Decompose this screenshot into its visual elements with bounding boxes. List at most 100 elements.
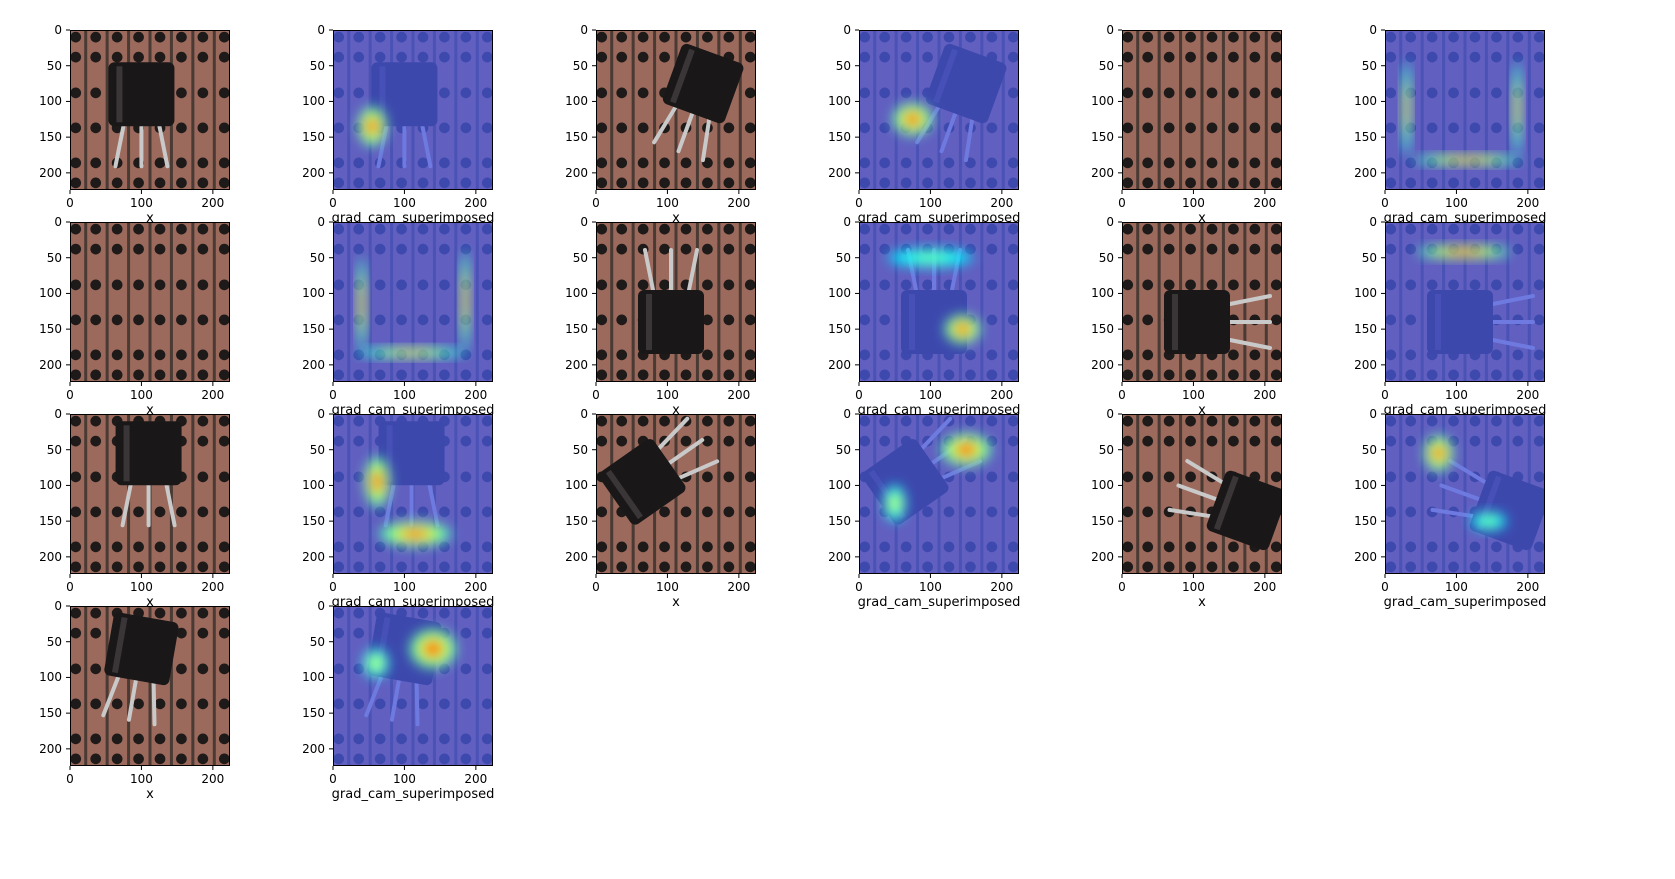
y-tick-label: 200 <box>302 549 325 564</box>
board-hole <box>1142 243 1154 255</box>
y-tick-label: 50 <box>46 250 62 265</box>
board-hole <box>723 369 735 381</box>
board-hole <box>723 435 735 447</box>
board-hole <box>1142 471 1154 483</box>
board-hole <box>133 177 144 189</box>
transistor <box>101 612 179 727</box>
board-hole <box>1122 314 1134 326</box>
transistor-leg <box>687 248 699 292</box>
y-tick-label: 100 <box>302 94 325 109</box>
board-hole <box>723 314 735 326</box>
transistor-leg <box>657 416 690 451</box>
strip-line <box>105 414 109 574</box>
cam-hotspot <box>1424 435 1453 472</box>
axes-frame <box>70 222 230 382</box>
board-hole <box>218 506 230 518</box>
transistor <box>115 421 182 528</box>
board-hole <box>1228 561 1239 573</box>
y-tick-label: 150 <box>302 322 325 337</box>
board-hole <box>637 87 649 99</box>
x-tick-label: 200 <box>464 772 488 786</box>
panel-15: 0 50 100 150 200 0 100 200 x <box>565 408 756 610</box>
original-image <box>592 29 756 194</box>
board-hole <box>1163 87 1175 99</box>
board-hole <box>1142 435 1154 447</box>
transistor-leg <box>1185 459 1225 485</box>
board-hole <box>197 87 209 99</box>
board-hole <box>744 243 756 255</box>
axes-frame <box>1122 414 1282 574</box>
board-hole <box>616 435 628 447</box>
y-tick-label: 150 <box>39 322 62 337</box>
board-hole <box>1270 314 1282 326</box>
panel-19: 0 50 100 150 200 0 100 200 x <box>39 600 230 802</box>
board-hole <box>70 369 82 381</box>
y-tick-label: 200 <box>828 357 851 372</box>
x-tick-label: 100 <box>655 388 679 402</box>
strip-line <box>738 30 742 190</box>
y-tick-label: 50 <box>1098 442 1114 457</box>
y-tick-label: 50 <box>835 442 851 457</box>
board-hole <box>1122 435 1134 447</box>
board-hole <box>133 753 144 765</box>
strip-line <box>212 30 216 190</box>
panel-16: 0 50 100 150 200 0 100 200 grad_cam_superimposed <box>828 408 1020 610</box>
board-hole <box>659 541 670 553</box>
board-hole <box>90 627 102 639</box>
x-tick-label: 0 <box>1118 388 1126 402</box>
x-tick-label: 0 <box>855 580 863 594</box>
y-tick-label: 50 <box>1098 58 1114 73</box>
board-hole <box>596 243 608 255</box>
axes-frame <box>333 414 493 574</box>
board-hole <box>1163 369 1175 381</box>
strip-line <box>169 222 173 382</box>
transistor-highlight <box>111 616 128 674</box>
y-tick-label: 150 <box>39 706 62 721</box>
board-hole <box>154 698 166 710</box>
y-tick-label: 0 <box>1106 407 1114 421</box>
x-tick-label: 200 <box>464 196 488 210</box>
board-hole <box>111 51 123 63</box>
strip-line <box>105 30 109 190</box>
board-hole <box>1122 157 1134 169</box>
board-hole <box>176 51 187 63</box>
board-hole <box>1228 279 1239 291</box>
y-tick-label: 150 <box>302 706 325 721</box>
strip-line <box>1157 414 1161 574</box>
board-hole <box>1206 243 1218 255</box>
board-hole <box>1122 415 1134 427</box>
board-hole <box>680 541 692 553</box>
board-hole <box>176 753 187 765</box>
board-hole <box>723 279 735 291</box>
board-hole <box>616 314 628 326</box>
y-tick-label: 100 <box>302 670 325 685</box>
x-tick-label: 100 <box>129 196 153 210</box>
board-hole <box>133 506 144 518</box>
board-hole <box>176 506 187 518</box>
transistor-leg <box>164 483 177 528</box>
board-hole <box>133 698 144 710</box>
board-hole <box>218 561 230 573</box>
board-hole <box>744 51 756 63</box>
x-tick-label: 200 <box>201 772 225 786</box>
board-hole <box>1142 87 1154 99</box>
y-tick-label: 50 <box>309 634 325 649</box>
board-hole <box>744 415 756 427</box>
board-hole <box>218 733 230 745</box>
strip-line <box>169 606 173 766</box>
grad-cam-image <box>329 605 493 770</box>
cam-hotspot <box>358 347 466 358</box>
x-tick-label: 0 <box>329 388 337 402</box>
board-hole <box>1122 369 1134 381</box>
strip-line <box>105 222 109 382</box>
panel-4: 0 50 100 150 200 0 100 200 grad_cam_superimposed <box>828 24 1020 226</box>
board-hole <box>218 223 230 235</box>
board-hole <box>90 122 102 134</box>
board-hole <box>218 177 230 189</box>
board-hole <box>659 177 670 189</box>
board-hole <box>702 349 713 361</box>
board-hole <box>702 415 713 427</box>
board-hole <box>133 223 144 235</box>
board-hole <box>111 314 123 326</box>
board-hole <box>70 471 82 483</box>
